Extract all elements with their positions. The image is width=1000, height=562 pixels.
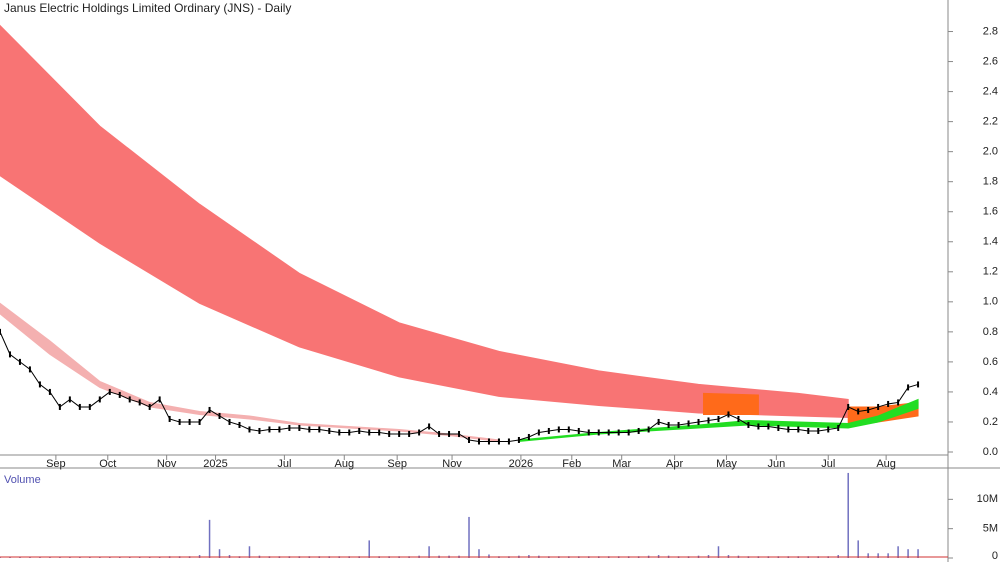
x-tick-label: Jun — [767, 458, 785, 470]
y-tick-label: 0.8 — [983, 326, 998, 338]
y-tick-label: 0.0 — [983, 446, 998, 458]
y-tick-label: 2.2 — [983, 116, 998, 128]
y-tick-label: 2.8 — [983, 25, 998, 37]
y-tick-label: 0.6 — [983, 356, 998, 368]
y-tick-label: 2.0 — [983, 146, 998, 158]
y-tick-label: 1.0 — [983, 296, 998, 308]
y-tick-label: 1.6 — [983, 206, 998, 218]
y-tick-label: 1.4 — [983, 236, 998, 248]
x-tick-label: Aug — [334, 458, 354, 470]
x-tick-label: Sep — [46, 458, 66, 470]
volume-y-tick-label: 0 — [992, 550, 998, 562]
y-tick-label: 0.4 — [983, 386, 998, 398]
x-tick-label: Feb — [562, 458, 581, 470]
y-tick-label: 2.4 — [983, 85, 998, 97]
band — [703, 392, 759, 415]
volume-y-tick-label: 5M — [983, 523, 998, 535]
x-tick-label: Sep — [387, 458, 407, 470]
x-tick-label: Aug — [876, 458, 896, 470]
x-tick-label: 2025 — [203, 458, 227, 470]
chart-title: Janus Electric Holdings Limited Ordinary… — [4, 1, 291, 15]
volume-title: Volume — [4, 474, 41, 486]
volume-y-tick-label: 10M — [977, 493, 998, 505]
x-tick-label: 2026 — [509, 458, 533, 470]
x-tick-label: Apr — [666, 458, 683, 470]
y-tick-label: 1.2 — [983, 266, 998, 278]
y-tick-label: 1.8 — [983, 176, 998, 188]
y-tick-label: 0.2 — [983, 416, 998, 428]
x-tick-label: Oct — [99, 458, 116, 470]
y-tick-label: 2.6 — [983, 55, 998, 67]
x-tick-label: Nov — [442, 458, 462, 470]
x-tick-label: Mar — [612, 458, 631, 470]
x-tick-label: Nov — [157, 458, 177, 470]
x-tick-label: Jul — [277, 458, 291, 470]
x-tick-label: Jul — [821, 458, 835, 470]
x-tick-label: May — [716, 458, 737, 470]
price-line — [0, 331, 919, 442]
